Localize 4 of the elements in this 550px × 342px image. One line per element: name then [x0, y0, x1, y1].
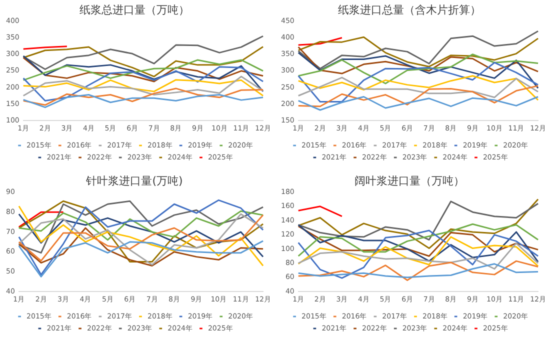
chart-title: 纸浆进口总量（含木片折算）: [338, 3, 481, 16]
chart-title: 阔叶浆进口量（万吨）: [354, 174, 464, 188]
chart-title: 针叶浆进口量(万吨): [85, 174, 183, 188]
chart-title: 纸浆总进口量（万吨）: [80, 3, 190, 16]
